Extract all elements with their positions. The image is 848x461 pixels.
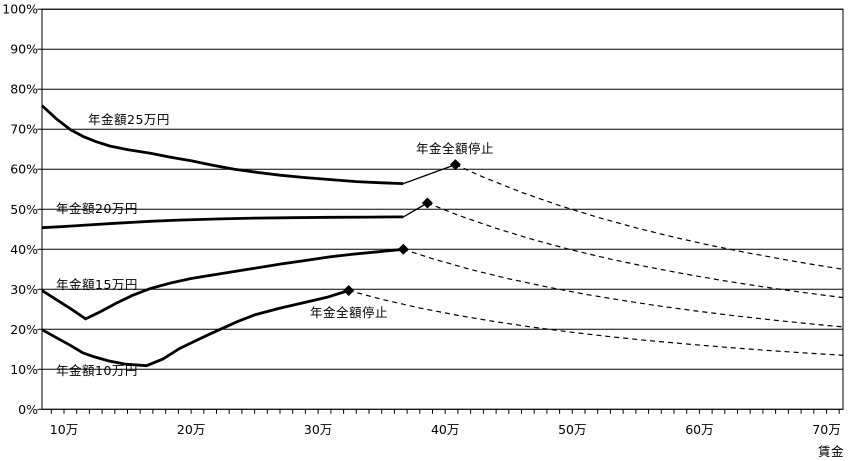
full-stop-marker-icon (449, 159, 461, 171)
plot-border (41, 8, 844, 410)
full-stop-marker-icon (421, 197, 433, 209)
series-label-pension-20: 年金額20万円 (56, 201, 138, 216)
x-tick-label: 10万 (50, 422, 78, 437)
y-tick-label: 100% (2, 2, 38, 17)
series-1-rise-segment (402, 202, 428, 218)
y-tick-label: 50% (10, 202, 38, 217)
series-3-dashed-line (348, 289, 844, 356)
y-tick-label: 90% (10, 42, 38, 57)
x-tick-label: 20万 (177, 422, 205, 437)
x-tick-label: 30万 (304, 422, 332, 437)
full-stop-marker-icon (343, 285, 355, 297)
y-tick-label: 0% (18, 402, 38, 417)
x-tick-label: 60万 (685, 422, 713, 437)
annotation-full-stop-top: 年金全額停止 (416, 141, 495, 156)
y-tick-label: 40% (10, 242, 38, 257)
series-1-dashed-line (427, 202, 844, 299)
annotation-full-stop-bottom: 年金全額停止 (310, 305, 389, 320)
y-tick-label: 20% (10, 322, 38, 337)
y-tick-label: 80% (10, 82, 38, 97)
series-1-solid-line (41, 215, 404, 230)
series-label-pension-15: 年金額15万円 (56, 277, 138, 292)
x-axis-title: 賃金 (818, 444, 845, 459)
series-0-rise-segment (403, 163, 456, 185)
series-0-dashed-line (455, 164, 844, 270)
x-tick-label: 70万 (812, 422, 840, 437)
x-tick-label: 50万 (558, 422, 586, 437)
y-tick-label: 10% (10, 362, 38, 377)
series-2-dashed-line (403, 248, 844, 328)
y-tick-label: 70% (10, 122, 38, 137)
series-label-pension-25: 年金額25万円 (88, 112, 170, 127)
series-2-solid-line (41, 247, 404, 321)
series-3-solid-line (41, 289, 350, 368)
y-tick-label: 30% (10, 282, 38, 297)
series-label-pension-10: 年金額10万円 (56, 363, 138, 378)
full-stop-marker-icon (397, 243, 409, 255)
x-tick-label: 40万 (431, 422, 459, 437)
y-tick-label: 60% (10, 162, 38, 177)
series-0-solid-line (41, 104, 404, 185)
